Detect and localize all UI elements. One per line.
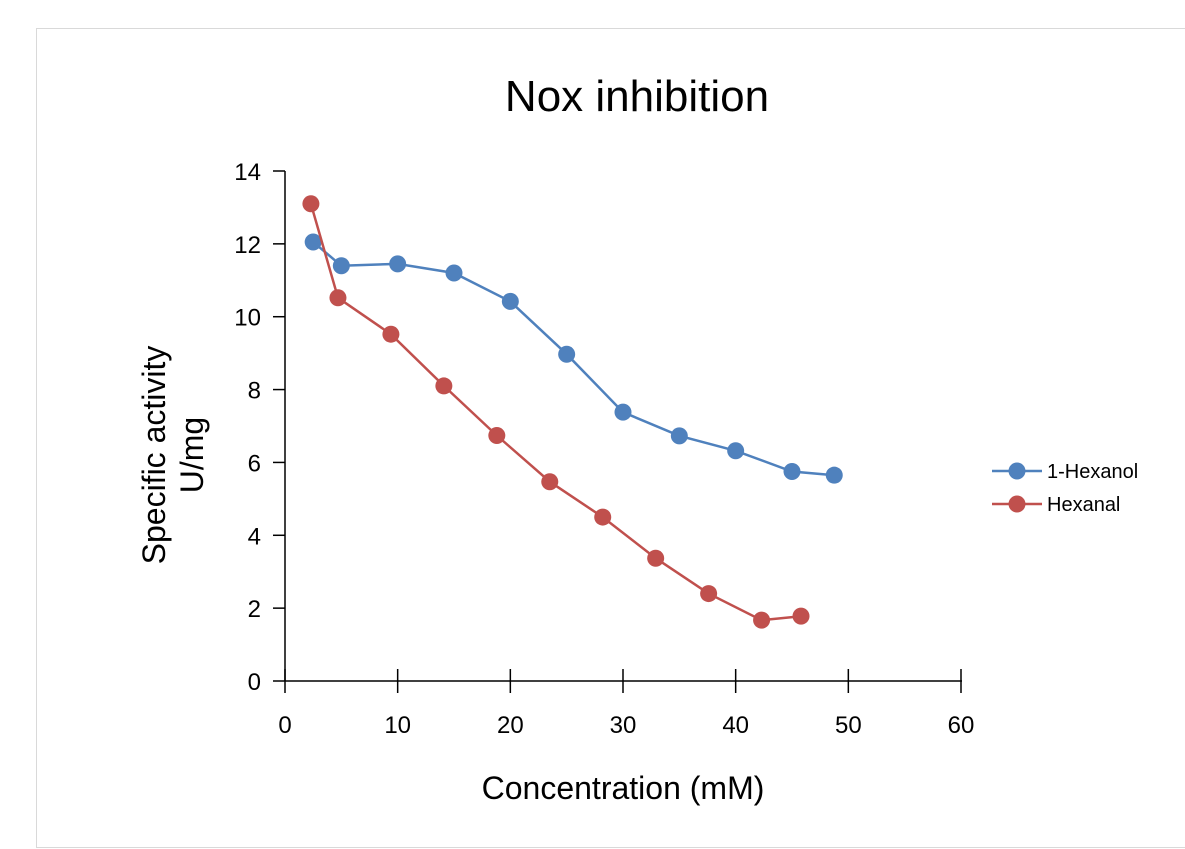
x-tick-label: 40 bbox=[722, 712, 749, 739]
x-tick-label: 0 bbox=[278, 712, 291, 739]
x-tick-label: 50 bbox=[835, 712, 862, 739]
legend: 1-Hexanol Hexanal bbox=[992, 461, 1138, 516]
y-tick-label: 10 bbox=[234, 305, 261, 332]
data-point-1-hexanol bbox=[445, 264, 463, 282]
data-point-1-hexanol bbox=[558, 345, 576, 363]
data-point-1-hexanol bbox=[825, 466, 843, 484]
x-tick-label: 20 bbox=[497, 712, 524, 739]
data-point-hexanal bbox=[488, 426, 506, 444]
y-tick-label: 12 bbox=[234, 232, 261, 259]
data-point-1-hexanol bbox=[670, 427, 688, 445]
y-axis-title-line-2: U/mg bbox=[174, 417, 210, 493]
data-point-1-hexanol bbox=[332, 257, 350, 275]
y-tick-label: 8 bbox=[248, 378, 261, 405]
legend-label-hexanal: Hexanal bbox=[1047, 494, 1120, 516]
chart-area: Nox inhibition Specific activity U/mg Co… bbox=[36, 28, 1185, 848]
y-tick-label: 4 bbox=[248, 523, 261, 550]
legend-marker-hexanal bbox=[1008, 495, 1026, 513]
chart-title: Nox inhibition bbox=[505, 72, 769, 121]
y-axis-title: Specific activity U/mg bbox=[136, 346, 210, 565]
x-tick-label: 10 bbox=[384, 712, 411, 739]
data-point-hexanal bbox=[594, 508, 612, 526]
data-point-hexanal bbox=[792, 607, 810, 625]
x-tick-label: 30 bbox=[610, 712, 637, 739]
data-point-hexanal bbox=[753, 611, 771, 629]
x-axis-title: Concentration (mM) bbox=[482, 770, 765, 806]
data-point-hexanal bbox=[700, 585, 718, 603]
data-point-hexanal bbox=[435, 377, 453, 395]
data-point-1-hexanol bbox=[783, 463, 801, 481]
data-point-1-hexanol bbox=[727, 442, 745, 460]
data-point-hexanal bbox=[302, 195, 320, 213]
data-point-1-hexanol bbox=[304, 233, 322, 251]
data-point-1-hexanol bbox=[501, 292, 519, 310]
legend-label-1-hexanol: 1-Hexanol bbox=[1047, 461, 1138, 483]
y-tick-label: 6 bbox=[248, 450, 261, 477]
line-chart: Nox inhibition Specific activity U/mg Co… bbox=[136, 72, 1138, 806]
data-point-hexanal bbox=[541, 473, 559, 491]
data-point-hexanal bbox=[647, 549, 665, 567]
legend-marker-1-hexanol bbox=[1008, 462, 1026, 480]
data-point-hexanal bbox=[329, 289, 347, 307]
y-axis-title-line-1: Specific activity bbox=[136, 346, 172, 565]
series-line-hexanal bbox=[309, 203, 802, 622]
plot-layer: 0 10 20 30 40 50 60 0 2 4 6 8 10 12 14 bbox=[234, 159, 974, 739]
data-point-1-hexanol bbox=[614, 403, 632, 421]
x-tick-label: 60 bbox=[948, 712, 975, 739]
y-tick-label: 2 bbox=[248, 596, 261, 623]
data-point-hexanal bbox=[382, 325, 400, 343]
y-tick-label: 14 bbox=[234, 159, 261, 186]
y-tick-label: 0 bbox=[248, 669, 261, 696]
data-point-1-hexanol bbox=[389, 255, 407, 273]
